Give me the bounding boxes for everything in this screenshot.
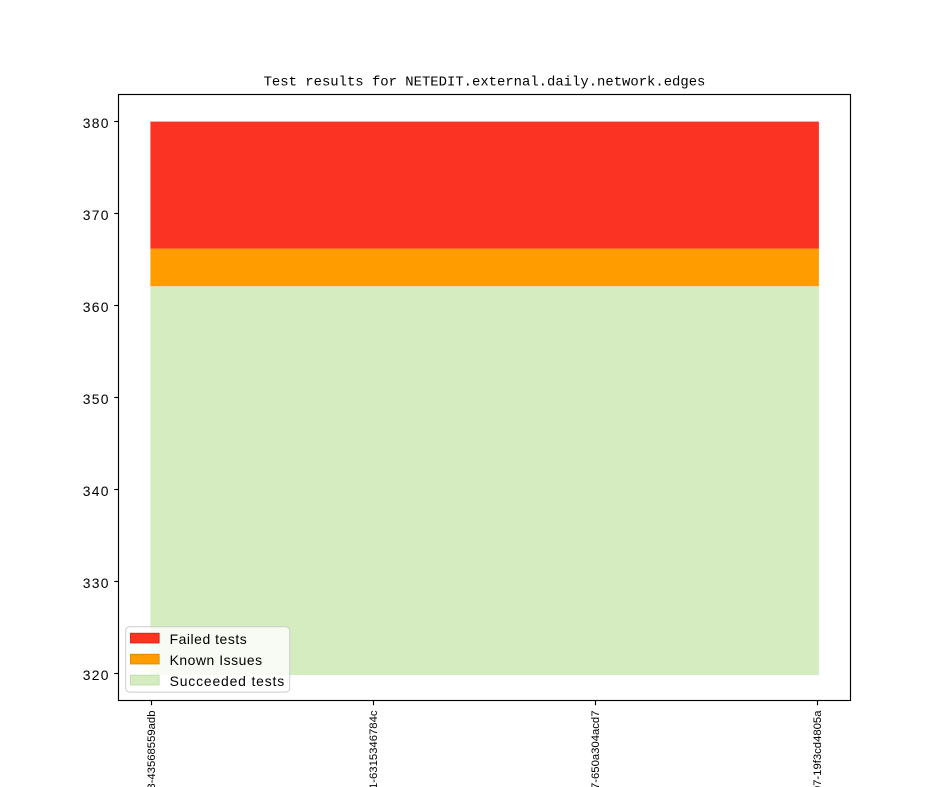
svg-text:Succeeded tests: Succeeded tests — [170, 673, 285, 689]
svg-text:330: 330 — [83, 575, 110, 591]
svg-text:2024-03-43568559adb: 2024-03-43568559adb — [146, 711, 158, 787]
svg-text:350: 350 — [83, 391, 110, 407]
svg-text:380: 380 — [83, 115, 110, 131]
svg-text:370: 370 — [83, 207, 110, 223]
svg-text:360: 360 — [83, 299, 110, 315]
svg-text:Test results for NETEDIT.exter: Test results for NETEDIT.external.daily.… — [264, 75, 706, 91]
svg-text:2024-07-650a304acd7: 2024-07-650a304acd7 — [590, 711, 602, 787]
svg-text:Failed tests: Failed tests — [170, 631, 248, 647]
svg-text:2024-01-6315346784c: 2024-01-6315346784c — [368, 710, 380, 787]
svg-text:2024-07-19f3cd4805a: 2024-07-19f3cd4805a — [812, 710, 824, 787]
svg-text:Known Issues: Known Issues — [170, 652, 263, 668]
svg-text:340: 340 — [83, 483, 110, 499]
svg-text:320: 320 — [83, 667, 110, 683]
